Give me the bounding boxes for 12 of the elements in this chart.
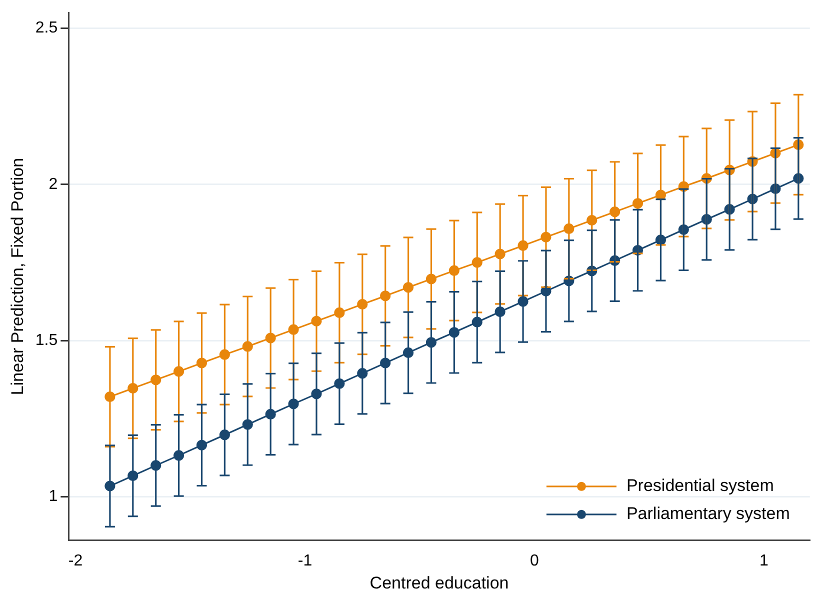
x-axis-title: Centred education <box>370 573 509 592</box>
x-tick-label: -1 <box>298 552 312 570</box>
y-tick-label: 1.5 <box>35 332 58 349</box>
x-tick-label: -2 <box>68 552 83 570</box>
x-tick-label: 1 <box>760 552 769 570</box>
legend-label: Presidential system <box>626 476 774 496</box>
y-tick-label: 1 <box>48 488 58 506</box>
x-tick-label: 0 <box>530 552 540 570</box>
y-tick-label: 2 <box>48 176 58 193</box>
legend-label: Parliamentary system <box>626 504 790 524</box>
y-tick-label: 2.5 <box>35 20 58 37</box>
y-axis-title: Linear Prediction, Fixed Portion <box>8 158 27 396</box>
